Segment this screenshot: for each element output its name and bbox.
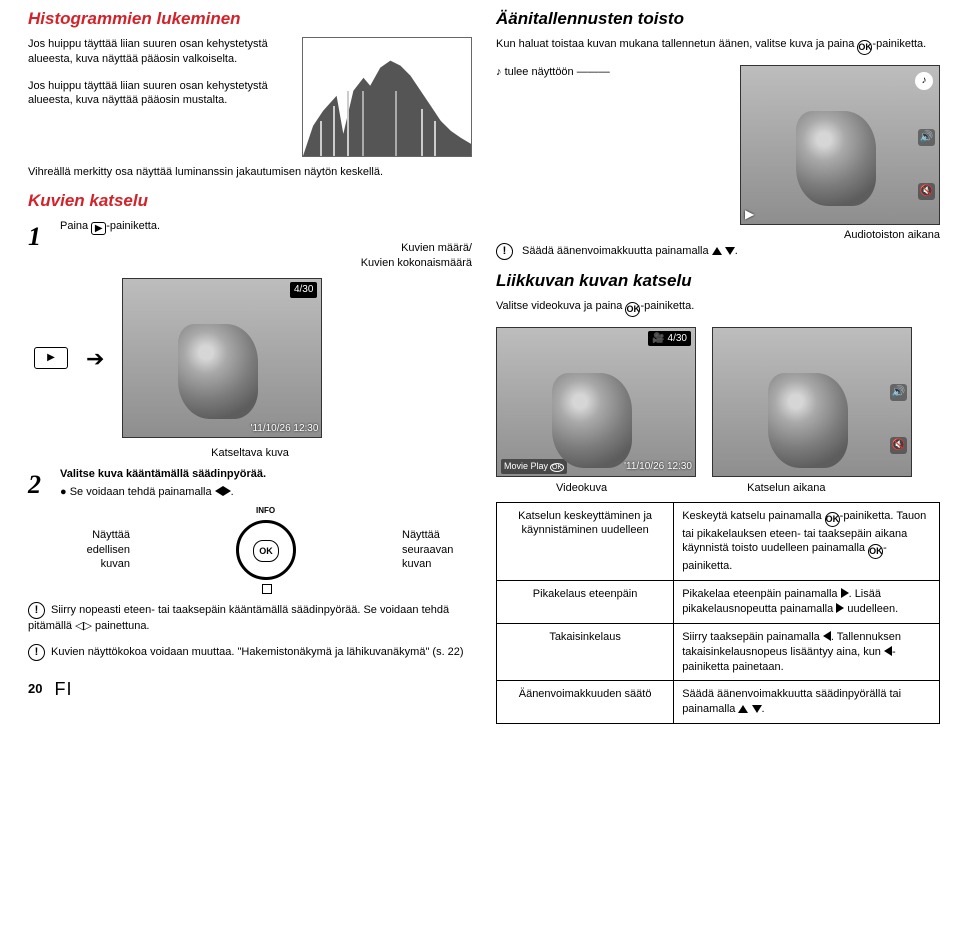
tbl-r2-head: Pikakelaus eteenpäin [497,581,674,624]
trash-icon [262,584,272,594]
next-image-label: Näyttää seuraavan kuvan [402,528,472,573]
tip-change-size: Kuvien näyttökokoa voidaan muuttaa. "Hak… [28,644,472,661]
step1-text: Paina ▶-painiketta. [60,219,472,235]
overexposed-white-text: Jos huippu täyttää liian suuren osan keh… [28,37,290,67]
page-footer: 20 FI [28,677,472,701]
during-audio-label: Audiotoiston aikana [740,228,940,243]
step2-bullet: ● Se voidaan tehdä painamalla . [60,485,472,500]
movie-captions-row: Videokuva Katselun aikana [496,481,940,496]
movie-play-label: Movie PlayOK [501,459,567,473]
step-1: 1 Paina ▶-painiketta. Kuvien määrä/ Kuvi… [28,219,472,273]
label-video: Videokuva [556,481,607,496]
movie-play-text: Valitse videokuva ja paina OK-painiketta… [496,299,940,317]
heading-histogram: Histogrammien lukeminen [28,8,472,31]
histogram-explain-block: Jos huippu täyttää liian suuren osan keh… [28,37,472,157]
playback-controls-table: Katselun keskeyttäminen ja käynnistämine… [496,502,940,725]
playback-thumb-row: ▶ ➔ 4/30 '11/10/26 12:30 [34,278,472,438]
up-arrow-icon [712,247,722,255]
tbl-r4-head: Äänenvoimakkuuden säätö [497,681,674,724]
histogram-graphic [302,37,472,157]
heading-movie-view: Liikkuvan kuvan katselu [496,270,940,293]
tbl-r2-body: Pikakelaa eteenpäin painamalla . Lisää p… [674,581,940,624]
play-button-icon: ▶ [91,222,106,235]
speaker-mute-icon: 🔇 [918,183,935,200]
movie-playing-thumbnail: 🔊 🔇 [712,327,912,477]
down-arrow-icon [725,247,735,255]
page-lang: FI [54,677,72,701]
thumb-timestamp: '11/10/26 12:30 [251,422,319,436]
speaker-on-icon: 🔊 [918,129,935,146]
step-2: 2 Valitse kuva kääntämällä säädinpyörää.… [28,467,472,596]
image-count-caption: Kuvien määrä/ Kuvien kokonaismäärä [60,241,472,271]
heading-image-view: Kuvien katselu [28,190,472,213]
ok-icon: OK [857,40,872,55]
left-arrow-icon [215,486,223,496]
ok-button-icon: OK [253,540,279,562]
tbl-r3-head: Takaisinkelaus [497,623,674,681]
ok-icon-2: OK [625,302,640,317]
green-luminance-text: Vihreällä merkitty osa näyttää luminanss… [28,165,472,180]
tip-adjust-volume: Säädä äänenvoimakkuutta painamalla . [496,243,940,260]
page-number: 20 [28,680,42,698]
step-number-1: 1 [28,219,54,273]
note-appears-text: ♪ ♪ tulee näyttöön tulee näyttöön ――― [496,65,726,80]
tbl-r1-body: Keskeytä katselu painamalla OK-painikett… [674,502,940,581]
arrow-icon: ➔ [86,344,104,374]
tip-scroll-fast: Siirry nopeasti eteen- tai taaksepäin kä… [28,602,472,634]
movie-timestamp: '11/10/26 12:30 [624,460,692,474]
step-number-2: 2 [28,467,54,596]
control-pad-graphic: INFO OK [206,510,326,590]
movie-thumbnail: 🎥 4/30 Movie PlayOK '11/10/26 12:30 [496,327,696,477]
step2-text: Valitse kuva kääntämällä säädinpyörää. [60,467,472,482]
playback-thumbnail: 4/30 '11/10/26 12:30 [122,278,322,438]
play-arrow-icon: ▶ [745,206,754,222]
right-arrow-icon [223,486,231,496]
overexposed-black-text: Jos huippu täyttää liian suuren osan keh… [28,79,290,109]
tbl-r1-head: Katselun keskeyttäminen ja käynnistämine… [497,502,674,581]
playback-mode-icon: ▶ [34,347,68,369]
thumb-count-badge: 4/30 [290,282,317,298]
movie-count-badge: 🎥 4/30 [648,331,691,347]
audio-play-text: Kun haluat toistaa kuvan mukana tallenne… [496,37,940,55]
prev-image-label: Näyttää edellisen kuvan [60,528,130,573]
sound-indicator-icon: ♪ [915,72,933,90]
music-note-icon: ♪ [496,66,502,78]
speaker-on-icon-2: 🔊 [890,384,907,401]
tbl-r4-body: Säädä äänenvoimakkuutta säädinpyörällä t… [674,681,940,724]
audio-playback-thumbnail: ♪ 🔊 🔇 ▶ [740,65,940,225]
speaker-mute-icon-2: 🔇 [890,437,907,454]
heading-audio-playback: Äänitallennusten toisto [496,8,940,31]
label-during-view: Katselun aikana [747,481,825,496]
current-image-label: Katseltava kuva [28,446,472,461]
tbl-r3-body: Siirry taaksepäin painamalla . Tallennuk… [674,623,940,681]
info-label: INFO [256,506,275,517]
